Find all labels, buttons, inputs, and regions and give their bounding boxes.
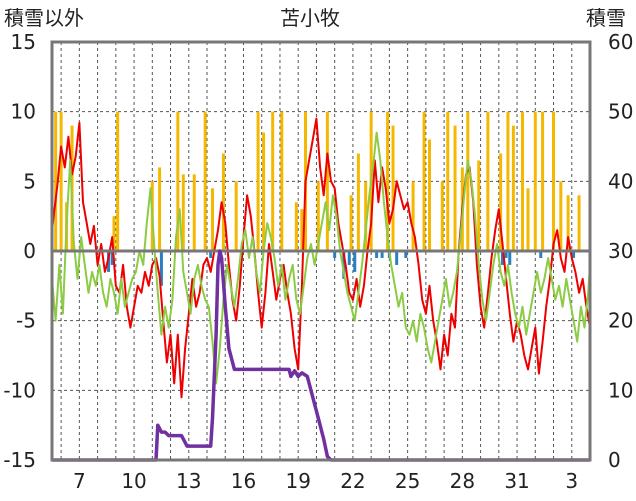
snowfall-bar: [294, 202, 298, 251]
snowfall-bar: [577, 195, 581, 251]
precip-bar: [353, 251, 357, 272]
precip-bar: [500, 251, 504, 265]
snowfall-bar: [158, 167, 162, 251]
snowfall-bar: [325, 111, 329, 252]
precip-bar: [333, 251, 337, 258]
snowfall-bar: [466, 111, 470, 252]
x-tick-label: 31: [504, 469, 529, 493]
precip-bar: [404, 251, 408, 258]
precip-bar: [375, 251, 379, 258]
precip-bar: [539, 251, 543, 258]
left-tick-label: 0: [23, 239, 36, 263]
snowfall-bar: [271, 111, 275, 252]
precip-bar: [380, 251, 384, 258]
snowfall-bar: [221, 153, 225, 251]
snowfall-bar: [541, 111, 545, 252]
right-tick-label: 60: [608, 30, 633, 54]
snowfall-bar: [262, 132, 266, 251]
left-tick-label: -15: [3, 448, 36, 472]
right-tick-label: 40: [608, 169, 633, 193]
snowfall-bar: [234, 181, 238, 251]
snowfall-bar: [203, 111, 207, 252]
left-tick-label: -10: [3, 378, 36, 402]
precip-bar: [209, 251, 213, 258]
snowfall-bar: [300, 209, 304, 251]
snowfall-bar: [533, 111, 537, 252]
precip-bar: [342, 251, 346, 279]
right-tick-label: 0: [608, 448, 621, 472]
snowfall-bar: [256, 111, 260, 252]
precip-bar: [508, 251, 512, 265]
snowfall-bar: [280, 111, 284, 252]
chart-title: 苫小牧: [280, 6, 340, 30]
snowfall-bar: [477, 160, 481, 251]
snowfall-bar: [453, 125, 457, 251]
snowfall-bar: [486, 111, 490, 252]
snowfall-bar: [210, 188, 214, 251]
snow-depth-line: [52, 249, 590, 462]
snowfall-bar: [428, 139, 432, 251]
snowfall-bar: [499, 153, 503, 251]
left-tick-label: 10: [11, 100, 36, 124]
snowfall-bar: [112, 216, 116, 251]
x-tick-label: 3: [565, 469, 578, 493]
x-tick-label: 19: [285, 469, 310, 493]
snowfall-bar: [349, 195, 353, 251]
right-tick-label: 50: [608, 100, 633, 124]
x-tick-label: 16: [231, 469, 256, 493]
left-tick-label: 15: [11, 30, 36, 54]
series-red-line: [51, 117, 591, 399]
x-tick-label: 10: [121, 469, 146, 493]
precip-bar: [159, 251, 163, 286]
snowfall-bar: [59, 111, 63, 252]
snowfall-bar: [559, 181, 563, 251]
snowfall-bar: [316, 181, 320, 251]
x-tick-label: 25: [395, 469, 420, 493]
x-tick-label: 7: [73, 469, 86, 493]
x-tick-label: 22: [340, 469, 365, 493]
snowfall-bar: [176, 111, 180, 252]
precip-bar: [395, 251, 399, 265]
snowfall-bar: [411, 181, 415, 251]
snowfall-bar: [364, 181, 368, 251]
right-tick-label: 30: [608, 239, 633, 263]
x-tick-label: 28: [450, 469, 475, 493]
right-tick-label: 20: [608, 309, 633, 333]
right-axis-label: 積雪: [586, 6, 626, 30]
snowfall-bar: [511, 125, 515, 251]
snowfall-bar: [440, 181, 444, 251]
snowfall-bar: [386, 111, 390, 252]
snowfall-bar: [446, 111, 450, 252]
snowfall-bar: [54, 111, 58, 252]
plot-frame: [50, 40, 592, 462]
left-tick-label: -5: [16, 309, 36, 333]
x-tick-label: 13: [176, 469, 201, 493]
snowfall-bar: [181, 174, 185, 251]
left-tick-label: 5: [23, 169, 36, 193]
left-axis-label: 積雪以外: [4, 6, 84, 30]
precip-bar: [504, 251, 508, 258]
snowfall-bar: [116, 111, 120, 252]
snowfall-bar: [356, 153, 360, 251]
precip-bar: [347, 251, 351, 265]
snowfall-bar: [506, 111, 510, 252]
snowfall-bar: [566, 195, 570, 251]
snowfall-bar: [521, 111, 525, 252]
snowfall-bar: [391, 125, 395, 251]
series-green-line: [51, 131, 591, 385]
snowfall-bar: [526, 188, 530, 251]
precip-bar: [572, 251, 576, 258]
right-tick-label: 10: [608, 378, 633, 402]
precip-bar: [110, 251, 114, 265]
snowfall-bar: [422, 111, 426, 252]
snowfall-bar: [552, 111, 556, 252]
snowfall-bar: [192, 174, 196, 251]
